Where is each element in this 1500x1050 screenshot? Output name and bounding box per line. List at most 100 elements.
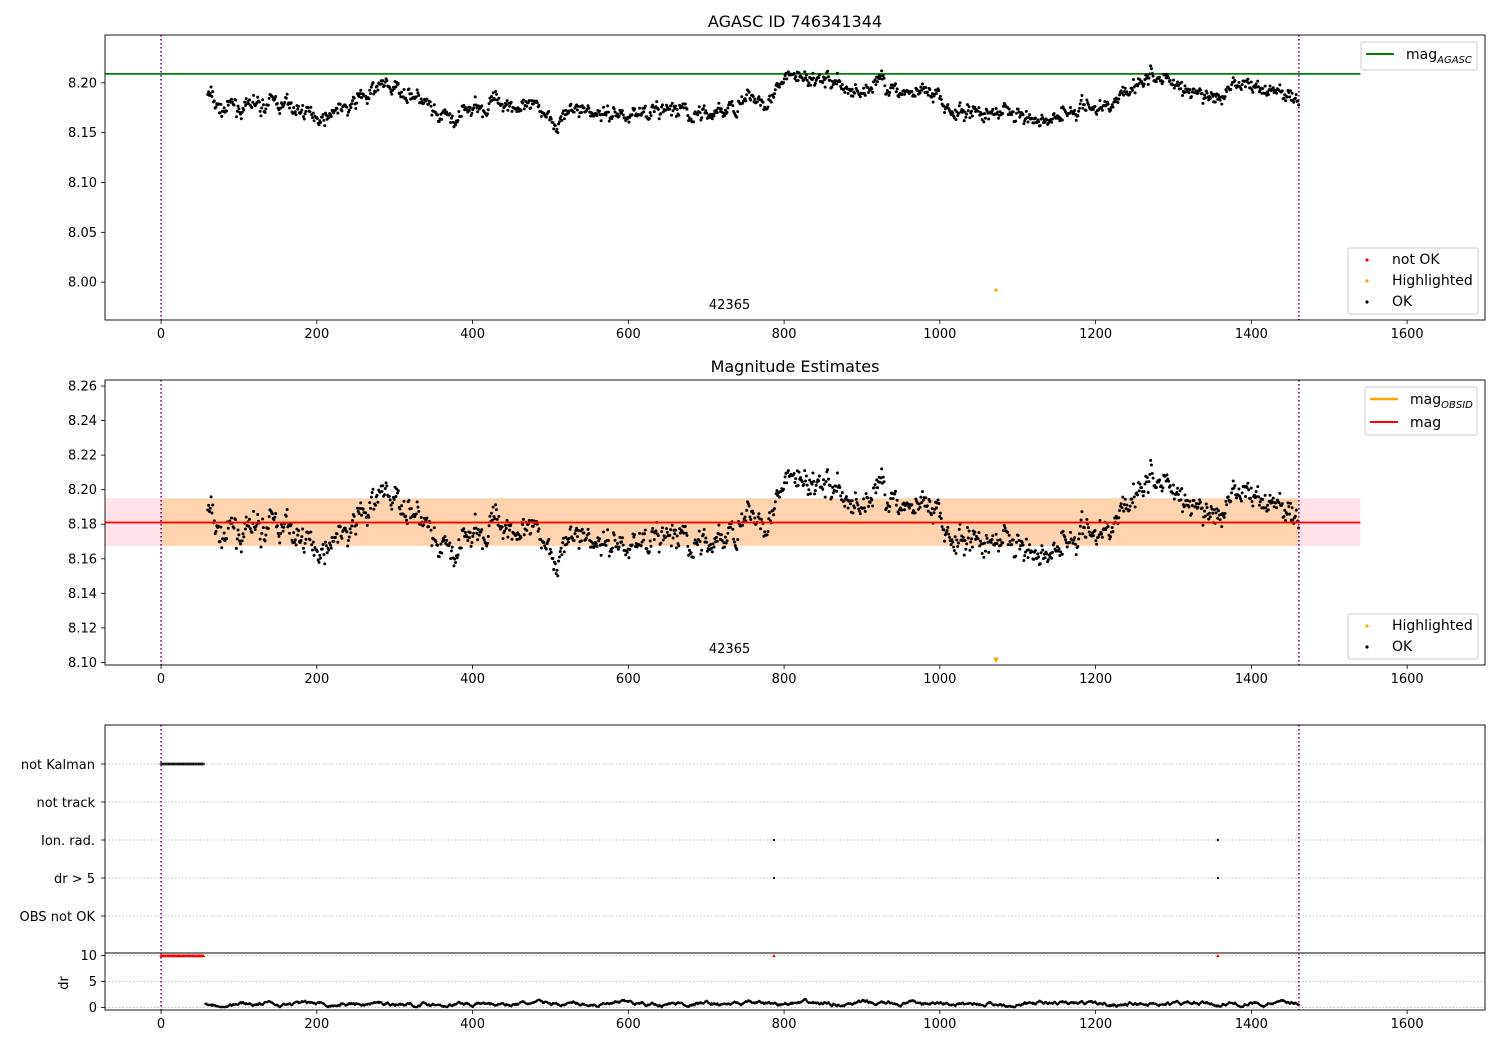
y-tick-label: 8.26 [68,380,97,395]
x-tick-label: 200 [304,672,329,687]
ok-point [480,528,484,532]
legend-label-highlighted: Highlighted [1392,273,1473,289]
ok-point [1222,515,1226,519]
ok-point [566,540,570,544]
panel-2-data [105,380,1361,665]
ok-point [957,527,961,531]
ok-point [320,115,324,119]
ok-point [485,541,489,545]
ok-point [417,93,421,97]
ok-point [835,71,839,75]
ok-point [1178,489,1182,493]
ok-point [360,513,364,517]
ok-point [422,523,426,527]
ok-point [360,96,364,100]
ok-point [1154,80,1158,84]
ok-point [1040,113,1044,117]
panel-1-plot-area: 0 200 400 600 800 1000 1200 1400 1600 8.00 8.05 8.1… [68,34,1486,342]
ok-point [812,479,816,483]
ok-point [415,500,419,504]
ok-point [914,497,918,501]
ok-point [1011,110,1015,114]
ok-point [1263,493,1267,497]
ok-point [480,104,484,108]
ok-point [610,550,614,554]
ok-point [1043,120,1047,124]
ok-point [258,109,262,113]
ok-point [358,506,362,510]
ok-point [479,530,483,534]
ok-point [573,532,577,536]
ok-point [1232,486,1236,490]
panel-1-legend-status: not OK Highlighted OK [1347,247,1479,315]
ok-point [390,92,394,96]
ok-point [557,559,561,563]
ok-point [709,112,713,116]
ok-point [1133,91,1137,95]
ok-point [302,117,306,121]
ok-point [825,470,829,474]
ok-point [539,546,543,550]
ok-point [1207,517,1211,521]
ok-point [495,517,499,521]
ok-point [419,97,423,101]
ok-point [1017,539,1021,543]
ok-point [1127,93,1131,97]
ok-point [561,541,565,545]
ok-point [685,533,689,537]
ok-point [968,548,972,552]
ok-point [1204,502,1208,506]
ok-point [1073,542,1077,546]
ok-point [567,536,571,540]
ok-point [1111,530,1115,534]
ok-point [1172,483,1176,487]
ok-point [370,491,374,495]
ok-point [308,538,312,542]
ok-point [1266,508,1270,512]
ok-point [918,91,922,95]
ok-point [982,555,986,559]
ok-point [299,539,303,543]
dr-clipped-point [201,953,206,958]
ok-point [895,498,899,502]
ok-point [579,110,583,114]
ok-point [806,84,810,88]
ok-point [241,532,245,536]
ok-point [830,495,834,499]
ok-point [293,538,297,542]
ok-point [582,531,586,535]
ok-point [1007,107,1011,111]
ok-point [673,532,677,536]
ok-point [1081,532,1085,536]
ok-point [921,498,925,502]
ok-point [576,528,580,532]
ok-point [1127,508,1131,512]
ok-point [1150,471,1154,475]
ok-point [1176,80,1180,84]
ok-point [1006,543,1010,547]
legend-marker-ok [1365,645,1369,649]
ok-point [879,476,883,480]
ok-point [1188,88,1192,92]
ok-point [1076,545,1080,549]
ok-point [373,90,377,94]
ok-point [741,523,745,527]
x-tick-label: 400 [460,672,485,687]
ok-point [954,551,958,555]
ok-point [267,96,271,100]
ok-point [1131,482,1135,486]
ok-point [659,541,663,545]
ok-point [1018,547,1022,551]
ok-point [604,543,608,547]
ok-point [929,513,933,517]
ok-point [1201,101,1205,105]
ok-point [428,100,432,104]
ok-point [870,87,874,91]
ok-point [1272,91,1276,95]
y-tick-label: 8.20 [68,76,97,91]
ok-point [1059,550,1063,554]
flag-marker-dr-gt-5 [1216,876,1219,880]
ok-point [664,108,668,112]
ok-point [632,535,636,539]
ok-point [392,497,396,501]
